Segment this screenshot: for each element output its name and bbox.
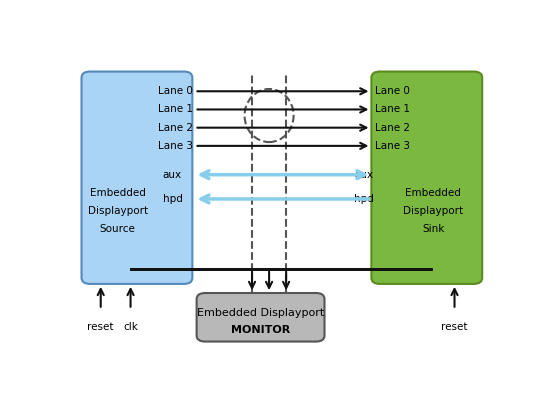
Text: Lane 3: Lane 3 — [375, 141, 410, 151]
Text: aux: aux — [163, 170, 182, 180]
Text: Embedded Displayport: Embedded Displayport — [197, 308, 324, 318]
Text: reset: reset — [441, 322, 468, 332]
Text: MONITOR: MONITOR — [231, 325, 290, 335]
Text: reset: reset — [87, 322, 114, 332]
FancyBboxPatch shape — [371, 72, 482, 284]
FancyBboxPatch shape — [197, 293, 324, 342]
Text: Lane 1: Lane 1 — [375, 104, 410, 115]
Text: aux: aux — [354, 170, 373, 180]
Text: Lane 1: Lane 1 — [158, 104, 193, 115]
Text: Source: Source — [100, 224, 136, 234]
Text: clk: clk — [123, 322, 138, 332]
Text: Embedded: Embedded — [405, 188, 461, 198]
Text: Lane 0: Lane 0 — [375, 86, 410, 96]
Text: Lane 2: Lane 2 — [158, 123, 193, 133]
FancyBboxPatch shape — [81, 72, 192, 284]
Text: hpd: hpd — [163, 194, 183, 204]
Text: Displayport: Displayport — [87, 206, 148, 216]
Text: Sink: Sink — [422, 224, 444, 234]
Text: Lane 2: Lane 2 — [375, 123, 410, 133]
Text: Lane 3: Lane 3 — [158, 141, 193, 151]
Text: hpd: hpd — [354, 194, 373, 204]
Text: Lane 0: Lane 0 — [158, 86, 193, 96]
Text: Embedded: Embedded — [90, 188, 146, 198]
Text: Displayport: Displayport — [403, 206, 463, 216]
